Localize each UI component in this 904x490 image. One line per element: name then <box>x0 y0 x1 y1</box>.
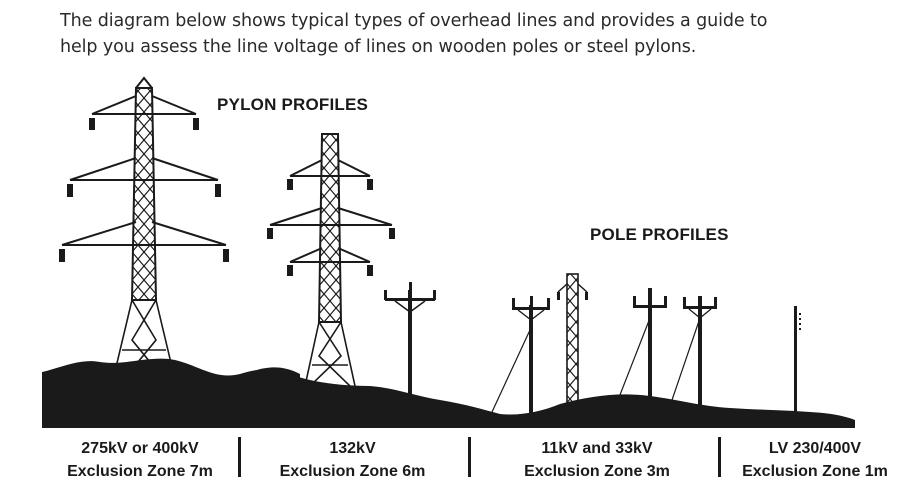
insulator <box>67 184 73 197</box>
pylon-132kv <box>267 133 395 387</box>
category-divider <box>718 437 721 477</box>
pylon-400kv-arm-top <box>91 95 197 115</box>
category-exclusion-zone: Exclusion Zone 1m <box>742 463 888 480</box>
insulator <box>89 118 95 130</box>
pole-11kv-stayed-right <box>671 296 717 418</box>
pole-lv <box>794 306 801 414</box>
pylon-400kv-mast <box>130 87 158 301</box>
insulator <box>215 184 221 197</box>
pole-11kv-stayed <box>491 296 550 423</box>
category-voltage: 275kV or 400kV <box>81 440 199 457</box>
pylon-132kv-arm-top <box>289 159 371 177</box>
insulator <box>223 249 229 262</box>
category-divider <box>468 437 471 477</box>
pylon-400kv-arm-middle <box>69 157 219 181</box>
pylon-132kv-mast <box>317 133 343 323</box>
intro-text: The diagram below shows typical types of… <box>60 8 860 60</box>
insulator <box>287 265 293 276</box>
insulator <box>367 179 373 190</box>
pole-profiles-heading: POLE PROFILES <box>590 225 729 244</box>
insulator <box>287 179 293 190</box>
intro-line-2: help you assess the line voltage of line… <box>60 37 697 57</box>
insulator <box>267 228 273 239</box>
category-voltage: 132kV <box>329 440 376 457</box>
pole-33kv-lattice <box>557 273 588 421</box>
category-divider <box>238 437 241 477</box>
category-exclusion-zone: Exclusion Zone 3m <box>524 463 670 480</box>
pylon-132kv-arm-lower <box>289 247 371 263</box>
pylon-400kv-arm-lower <box>61 221 227 246</box>
category-voltage: 11kV and 33kV <box>541 440 653 457</box>
insulator <box>193 118 199 130</box>
insulator <box>367 265 373 276</box>
category-exclusion-zone: Exclusion Zone 6m <box>279 463 426 480</box>
category-exclusion-zone: Exclusion Zone 7m <box>67 463 213 480</box>
category-voltage: LV 230/400V <box>768 440 862 457</box>
pole-33kv-stayed <box>617 288 667 412</box>
category-label-132kv: 132kV Exclusion Zone 6m <box>245 437 460 483</box>
pylon-132kv-arm-middle <box>269 207 393 226</box>
category-label-400kv: 275kV or 400kV Exclusion Zone 7m <box>45 437 235 483</box>
pole-132kv-wooden <box>384 282 436 402</box>
category-label-lv: LV 230/400V Exclusion Zone 1m <box>726 437 904 483</box>
ground-terrain <box>42 358 855 428</box>
insulator <box>59 249 65 262</box>
pylon-profiles-heading: PYLON PROFILES <box>217 95 369 114</box>
insulator <box>389 228 395 239</box>
pylon-132kv-legs <box>304 321 356 387</box>
pylon-400kv-legs <box>111 299 177 385</box>
category-label-33kv: 11kV and 33kV Exclusion Zone 3m <box>478 437 716 483</box>
pylon-400kv <box>59 76 229 385</box>
intro-line-1: The diagram below shows typical types of… <box>60 11 768 31</box>
